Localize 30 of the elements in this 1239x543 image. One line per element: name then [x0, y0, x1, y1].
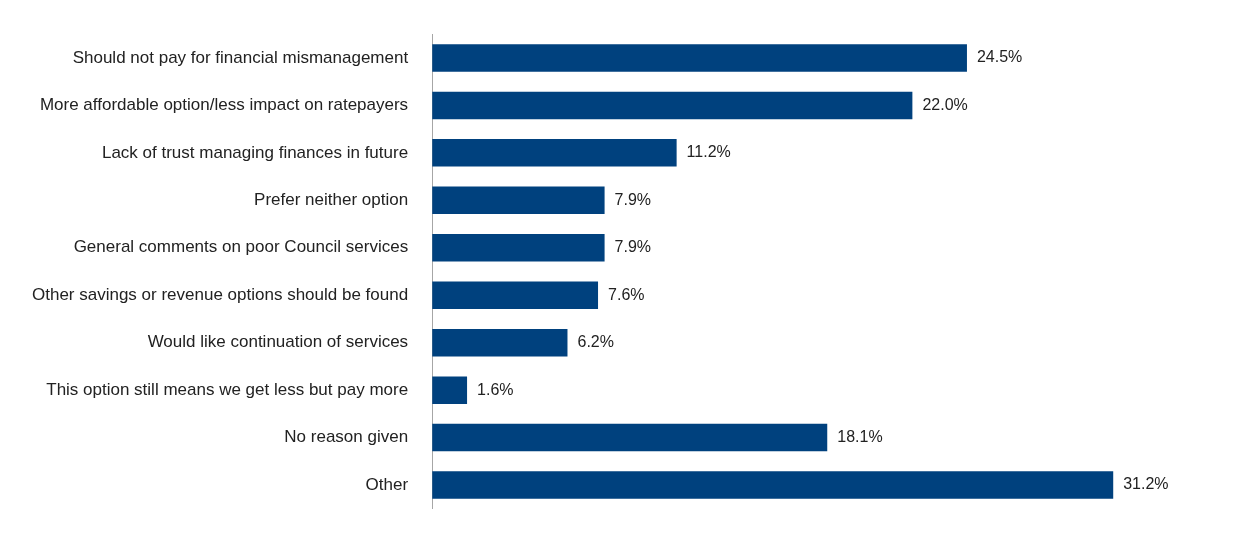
bar — [432, 186, 605, 215]
data-label: 6.2% — [577, 333, 614, 351]
y-tick-label: Should not pay for financial mismanagement — [72, 47, 409, 67]
bar — [432, 234, 605, 262]
y-tick-label: Prefer neither option — [254, 190, 409, 209]
bar — [432, 328, 568, 357]
data-label: 18.1% — [837, 428, 883, 446]
bar — [432, 281, 599, 309]
bar — [432, 44, 967, 72]
y-tick-label: General comments on poor Council services — [73, 237, 409, 257]
data-label: 7.9% — [614, 190, 652, 208]
data-label: 7.9% — [614, 238, 652, 256]
data-label: 11.2% — [686, 143, 731, 161]
bar — [432, 423, 828, 452]
y-tick-label: No reason given — [284, 427, 409, 447]
data-label: 7.6% — [608, 285, 645, 303]
y-tick-label: More affordable option/less impact on ratepayers — [39, 95, 409, 115]
y-tick-label: This option still means we get less but pay more — [46, 379, 409, 399]
y-tick-label: Other — [365, 474, 409, 494]
y-tick-label: Would like continuation of services — [147, 332, 409, 352]
bar — [432, 471, 1114, 499]
bar — [432, 91, 913, 120]
bar — [432, 376, 468, 404]
data-label: 1.6% — [477, 380, 514, 398]
data-label: 24.5% — [976, 48, 1023, 66]
bar — [432, 139, 677, 167]
data-label: 31.2% — [1123, 475, 1169, 493]
y-tick-label: Other savings or revenue options should be found — [31, 284, 409, 304]
data-label: 22.0% — [922, 95, 968, 113]
y-tick-label: Lack of trust managing finances in future — [101, 142, 409, 162]
